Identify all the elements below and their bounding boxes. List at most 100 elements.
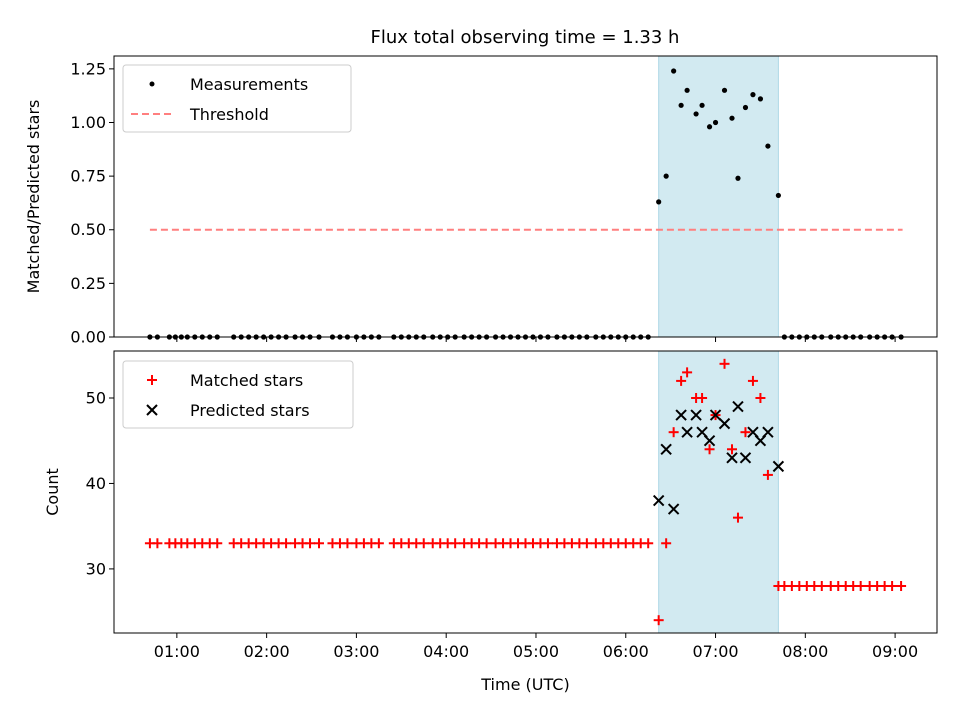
x-tick-label: 03:00	[333, 642, 379, 661]
matched-star-point	[719, 358, 730, 369]
legend-measurements-label: Measurements	[190, 75, 308, 94]
ratio-plot-frame	[113, 55, 938, 338]
predicted-star-point	[667, 503, 680, 515]
matched-star-point	[342, 538, 353, 549]
matched-star-point	[281, 538, 292, 549]
predicted-star-point	[660, 443, 672, 455]
predicted-star-point	[690, 409, 702, 421]
ratio-y-tick-label: 1.00	[70, 113, 106, 132]
measurement-point	[656, 199, 662, 205]
matched-star-point	[643, 538, 654, 549]
x-tick-label: 06:00	[603, 642, 649, 661]
count-legend-box	[122, 360, 354, 429]
chart-title: Flux total observing time = 1.33 h	[371, 27, 680, 48]
ratio-panel: 0.00 0.25 0.50 0.75 1.00 1.25 Matched/Predict…	[24, 55, 938, 347]
matched-star-point	[314, 538, 325, 549]
predicted-star-point	[675, 409, 687, 421]
measurement-point	[742, 104, 749, 111]
legend-measurements-marker	[149, 81, 155, 87]
matched-star-point	[581, 538, 592, 549]
predicted-star-point	[739, 452, 752, 464]
measurement-point	[693, 111, 699, 117]
ratio-y-tick-label: 1.25	[70, 59, 106, 78]
measurement-point	[663, 173, 669, 179]
matched-star-point	[726, 444, 737, 455]
x-tick-label: 01:00	[154, 642, 200, 661]
legend-threshold-label: Threshold	[189, 105, 269, 124]
ratio-y-tick-label: 0.25	[70, 274, 106, 293]
ratio-y-tick-label: 0.00	[70, 328, 106, 347]
x-tick-label: 09:00	[872, 642, 918, 661]
legend-matched-marker	[147, 375, 157, 385]
predicted-star-point	[726, 452, 738, 464]
matched-star-point	[855, 581, 866, 591]
matched-star-point	[668, 427, 679, 438]
matched-star-point	[676, 375, 687, 386]
legend-plus-glyph	[147, 375, 157, 385]
measurement-point	[678, 102, 684, 108]
matched-star-point	[305, 538, 316, 549]
count-x-ticks: 01:00 02:00 03:00 04:00 05:00 06:00 07:00 08:00…	[154, 633, 918, 661]
predicted-star-point	[703, 435, 716, 447]
matched-star-point	[755, 393, 766, 403]
measurement-point	[729, 115, 735, 121]
matched-star-point	[816, 581, 827, 591]
x-axis-label: Time (UTC)	[480, 675, 569, 694]
predicted-star-point	[681, 426, 693, 438]
count-y-tick-label: 40	[86, 474, 106, 493]
measurement-point	[699, 102, 705, 108]
matched-star-point	[152, 538, 163, 549]
matched-star-point	[481, 538, 492, 549]
matched-star-point	[740, 427, 751, 438]
matched-star-point	[896, 581, 907, 591]
predicted-star-point	[709, 409, 722, 421]
measurement-point	[765, 143, 771, 149]
matched-star-point	[212, 538, 223, 549]
predicted-star-point	[732, 400, 744, 413]
predicted-star-point	[652, 494, 665, 507]
predicted-star-point	[772, 460, 785, 473]
measurement-point	[735, 175, 741, 181]
ratio-y-tick-label: 0.50	[70, 220, 106, 239]
measurement-point	[712, 119, 719, 126]
legend-x-glyph	[146, 404, 158, 416]
matched-star-point	[747, 375, 758, 386]
predicted-star-point	[762, 426, 774, 438]
matched-star-point	[450, 538, 461, 549]
count-y-tick-label: 30	[86, 559, 106, 578]
measurement-point	[775, 192, 781, 199]
count-y-ticks: 30 40 50	[86, 389, 114, 578]
x-tick-label: 02:00	[244, 642, 290, 661]
count-marks	[144, 358, 907, 626]
ratio-x-ticks	[176, 337, 896, 342]
count-panel: 30 40 50 01:00 02:00 03:00 04:00 05:00 06:00 07:…	[43, 350, 938, 694]
measurement-point	[750, 92, 756, 98]
legend-predicted-marker	[146, 404, 158, 416]
matched-star-point	[732, 512, 743, 523]
matched-star-point	[418, 538, 429, 549]
matched-star-point	[653, 615, 664, 626]
legend-predicted-label: Predicted stars	[190, 401, 310, 420]
matched-star-point	[661, 538, 672, 549]
ratio-legend-box	[122, 64, 352, 133]
measurement-point	[706, 124, 713, 130]
x-tick-label: 05:00	[513, 642, 559, 661]
count-plot-frame	[113, 350, 938, 634]
matched-star-point	[887, 581, 898, 591]
x-tick-label: 08:00	[782, 642, 828, 661]
ratio-highlight-span	[658, 55, 779, 338]
legend-matched-label: Matched stars	[190, 371, 303, 390]
matched-star-point	[762, 469, 773, 480]
measurement-point	[721, 87, 728, 93]
measurement-point	[671, 68, 677, 74]
measurement-point	[757, 96, 764, 102]
predicted-star-point	[718, 417, 731, 430]
ratio-legend: Measurements Threshold	[122, 64, 352, 133]
matched-star-point	[373, 538, 384, 549]
ratio-y-axis-label: Matched/Predicted stars	[24, 100, 43, 294]
count-y-tick-label: 50	[86, 389, 106, 408]
matched-star-point	[542, 538, 553, 549]
matched-star-point	[697, 393, 708, 403]
matched-star-point	[704, 444, 715, 455]
